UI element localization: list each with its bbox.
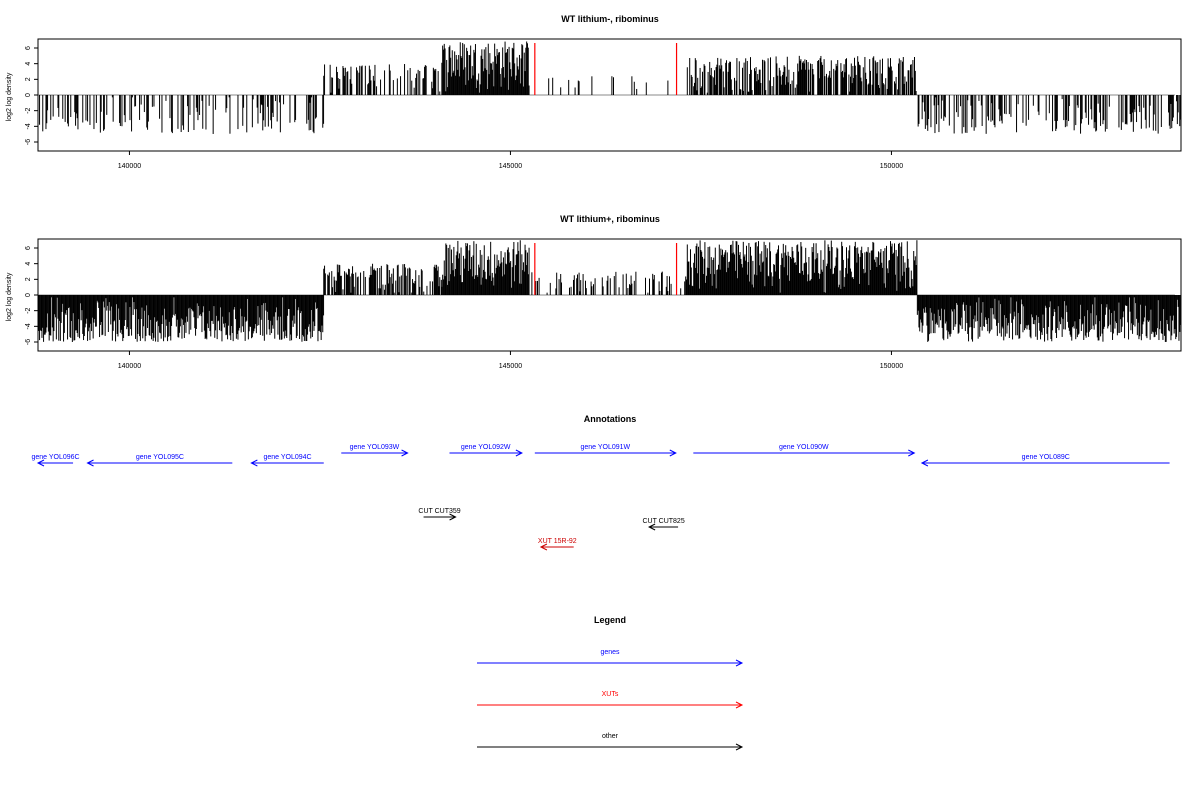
x-tick-label: 140000 [118,363,141,370]
arrowhead [36,459,45,467]
feature: gene YOL090W [693,444,916,457]
arrowhead [449,513,457,521]
y-tick-label: 2 [25,277,32,281]
legend-items: genes XUTs other [477,649,744,751]
y-tick-label: -4 [25,323,32,329]
arrowhead [539,543,548,551]
chart-panel-lithium-minus: WT lithium-, ribominus log2 log density … [6,14,1182,170]
y-axis-label: log2 log density [6,272,13,321]
chart-title: WT lithium-, ribominus [561,14,659,24]
x-tick-label: 150000 [880,163,903,170]
y-tick-label: 0 [25,293,32,297]
arrowhead [86,459,94,467]
arrowhead [515,449,523,457]
arrowhead [920,459,929,467]
arrowhead [401,449,409,457]
feature-label: CUT CUT359 [418,508,460,515]
legend-label: other [602,733,619,740]
y-tick-label: -6 [25,139,32,145]
feature-label: gene YOL090W [779,444,829,451]
feature-label: XUT 15R-92 [538,538,577,545]
feature: gene YOL095C [86,454,233,467]
chart-title: WT lithium+, ribominus [560,214,660,224]
y-tick-label: 2 [25,77,32,81]
feature-label: gene YOL093W [350,444,400,451]
feature: gene YOL093W [341,444,409,457]
arrowhead [735,743,744,751]
x-axis: 140000 145000 150000 [118,351,903,370]
y-axis: -6 -4 -2 0 2 4 6 [25,46,38,145]
chart-panel-lithium-plus: WT lithium+, ribominus log2 log density … [6,214,1182,370]
legend-label: genes [600,649,620,656]
y-tick-label: -2 [25,107,32,113]
legend-item: other [477,733,744,751]
y-tick-label: 6 [25,246,32,250]
arrowhead [735,701,744,709]
feature-list: gene YOL096C gene YOL095C gene YOL094C gene… [31,444,1170,551]
bar-series [38,240,1182,342]
arrowhead [735,659,744,667]
legend-item: genes [477,649,744,667]
marker-lines [534,243,678,295]
x-axis: 140000 145000 150000 [118,151,903,170]
feature: CUT CUT825 [642,518,685,531]
x-tick-label: 140000 [118,163,141,170]
feature: gene YOL096C [31,454,80,467]
annotations-title: Annotations [584,414,637,424]
feature-label: CUT CUT825 [642,518,684,525]
y-tick-label: 6 [25,46,32,50]
y-tick-label: -2 [25,307,32,313]
x-tick-label: 145000 [499,363,522,370]
y-tick-label: 0 [25,93,32,97]
legend-label: XUTs [602,691,619,698]
legend-title: Legend [594,615,626,625]
feature-label: gene YOL095C [136,454,184,461]
arrowhead [908,449,916,457]
y-axis: -6 -4 -2 0 2 4 6 [25,246,38,345]
arrowhead [669,449,677,457]
y-axis-label: log2 log density [6,72,13,121]
feature: gene YOL089C [920,454,1170,467]
y-tick-label: 4 [25,262,32,266]
y-tick-label: -6 [25,339,32,345]
feature: gene YOL091W [534,444,677,457]
feature: gene YOL092W [449,444,523,457]
feature-label: gene YOL094C [263,454,311,461]
legend-item: XUTs [477,691,744,709]
feature: gene YOL094C [250,454,324,467]
bar-series [38,41,1182,134]
feature-label: gene YOL092W [461,444,511,451]
arrowhead [250,459,258,467]
feature-label: gene YOL096C [31,454,79,461]
annotations-panel: Annotations gene YOL096C gene YOL095C gene… [31,414,1170,551]
feature: CUT CUT359 [418,508,461,521]
feature: XUT 15R-92 [538,538,577,551]
x-tick-label: 150000 [880,363,903,370]
marker-lines [534,43,678,95]
arrowhead [648,523,656,531]
legend: Legend genes XUTs other [477,615,744,751]
feature-label: gene YOL091W [580,444,630,451]
y-tick-label: -4 [25,123,32,129]
y-tick-label: 4 [25,62,32,66]
feature-label: gene YOL089C [1022,454,1070,461]
x-tick-label: 145000 [499,163,522,170]
